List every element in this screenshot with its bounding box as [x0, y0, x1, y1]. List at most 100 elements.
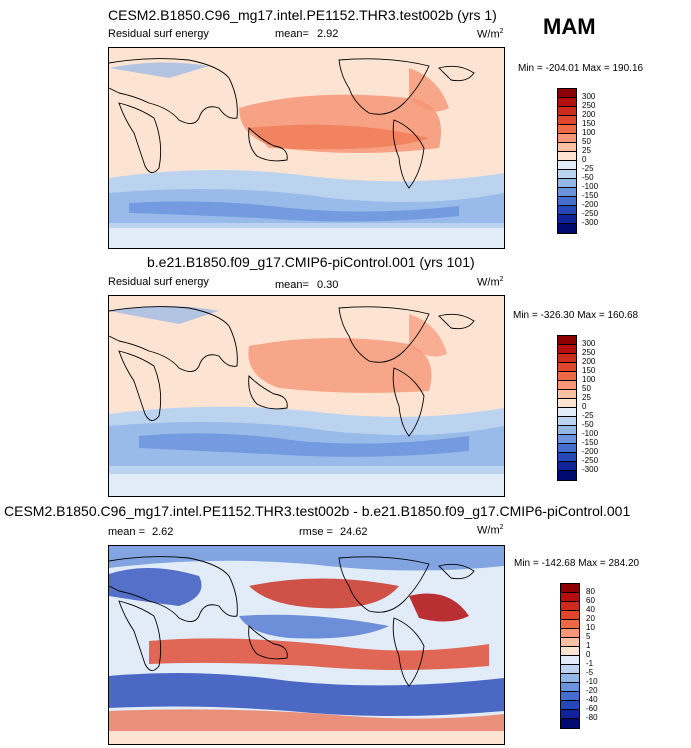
colorbar-swatch	[558, 363, 576, 372]
southern-ocean-coldest	[139, 433, 469, 457]
colorbar-swatch	[558, 143, 576, 152]
colorbar-swatch	[558, 215, 576, 224]
panel1-title: CESM2.B1850.C96_mg17.intel.PE1152.THR3.t…	[108, 7, 497, 23]
colorbar-swatch	[558, 98, 576, 107]
colorbar-swatch	[561, 638, 579, 647]
colorbar-swatch	[558, 89, 576, 98]
colorbar-label: 40	[586, 605, 595, 614]
colorbar-label: -5	[586, 668, 594, 677]
colorbar-label: -20	[586, 686, 598, 695]
panel3-mean-label: mean =	[108, 526, 145, 538]
colorbar-label: 100	[582, 375, 596, 384]
colorbar-swatch	[561, 683, 579, 692]
colorbar-swatch	[558, 336, 576, 345]
colorbar-label: -250	[582, 456, 599, 465]
colorbar-swatch	[558, 381, 576, 390]
colorbar-label: -25	[582, 411, 594, 420]
colorbar-swatch	[561, 602, 579, 611]
colorbar-label: -200	[582, 200, 599, 209]
colorbar-swatch	[558, 134, 576, 143]
pacific-warm-region	[248, 337, 432, 393]
colorbar-label: 200	[582, 110, 596, 119]
colorbar-swatch	[558, 399, 576, 408]
colorbar-label: 0	[582, 402, 587, 411]
colorbar-label: 1	[586, 641, 591, 650]
colorbar-swatch	[558, 206, 576, 215]
panel1-variable: Residual surf energy	[108, 28, 209, 40]
colorbar-swatch	[558, 417, 576, 426]
arctic-diff	[109, 546, 504, 571]
colorbar-swatch	[558, 107, 576, 116]
antarctic-strip	[109, 474, 504, 496]
colorbar-swatch	[558, 408, 576, 417]
colorbar-swatch	[558, 116, 576, 125]
colorbar-swatch	[558, 354, 576, 363]
colorbar-swatch	[561, 665, 579, 674]
colorbar-label: 60	[586, 596, 595, 605]
panel2-minmax: Min = -326.30 Max = 160.68	[513, 310, 639, 321]
colorbar-label: 0	[582, 155, 587, 164]
colorbar-swatch	[561, 620, 579, 629]
colorbar-label: 300	[582, 92, 596, 101]
coastlines	[109, 556, 475, 687]
antarctic-strip	[109, 228, 504, 248]
colorbar-swatch	[558, 188, 576, 197]
colorbar-swatch	[558, 390, 576, 399]
colorbar-swatch	[558, 152, 576, 161]
colorbar-swatch	[558, 179, 576, 188]
colorbar-swatch	[561, 647, 579, 656]
southern-ocean-coldest	[129, 201, 459, 222]
colorbar-label: -50	[582, 420, 594, 429]
colorbar-swatch	[558, 444, 576, 453]
colorbar-swatch	[558, 224, 576, 233]
southern-warm-band	[149, 638, 489, 670]
panel2-colorbar	[557, 335, 577, 481]
panel3-title: CESM2.B1850.C96_mg17.intel.PE1152.THR3.t…	[4, 503, 631, 519]
southern-cool-band	[109, 672, 504, 716]
colorbar-label: -150	[582, 191, 599, 200]
panel1-minmax: Min = -204.01 Max = 190.16	[518, 63, 644, 74]
colorbar-swatch	[561, 692, 579, 701]
colorbar-swatch	[561, 701, 579, 710]
colorbar-label: 250	[582, 348, 596, 357]
antarctic-warm-band	[109, 709, 504, 731]
panel3-rmse-label: rmse =	[299, 526, 333, 538]
north-atlantic-warm	[409, 68, 449, 112]
colorbar-swatch	[561, 629, 579, 638]
coastlines	[109, 58, 475, 189]
colorbar-swatch	[561, 656, 579, 665]
panel2-mean-value: 0.30	[317, 279, 339, 291]
colorbar-swatch	[558, 170, 576, 179]
colorbar-label: 25	[582, 146, 591, 155]
colorbar-swatch	[561, 710, 579, 719]
panel1-map	[108, 47, 505, 249]
colorbar-label: -50	[582, 173, 594, 182]
colorbar-label: 200	[582, 357, 596, 366]
panel3-colorbar	[560, 583, 580, 729]
colorbar-swatch	[561, 593, 579, 602]
colorbar-label: 150	[582, 366, 596, 375]
colorbar-label: 50	[582, 384, 591, 393]
colorbar-swatch	[561, 674, 579, 683]
colorbar-swatch	[558, 161, 576, 170]
panel3-rmse-value: 24.62	[340, 526, 368, 538]
panel2-variable: Residual surf energy	[108, 276, 209, 288]
colorbar-label: 250	[582, 101, 596, 110]
colorbar-label: -80	[586, 713, 598, 722]
colorbar-swatch	[558, 453, 576, 462]
panel2-title: b.e21.B1850.f09_g17.CMIP6-piControl.001 …	[147, 254, 475, 270]
colorbar-label: -40	[586, 695, 598, 704]
colorbar-swatch	[558, 462, 576, 471]
colorbar-label: 300	[582, 339, 596, 348]
equatorial-cool-diff	[239, 614, 389, 639]
colorbar-swatch	[561, 584, 579, 593]
pacific-warm-core	[249, 124, 429, 150]
panel3-minmax: Min = -142.68 Max = 284.20	[514, 558, 640, 569]
panel2-units: W/m2	[477, 276, 504, 289]
colorbar-label: -60	[586, 704, 598, 713]
colorbar-label: -250	[582, 209, 599, 218]
colorbar-label: -1	[586, 659, 594, 668]
colorbar-label: -150	[582, 438, 599, 447]
colorbar-swatch	[558, 426, 576, 435]
panel2-map	[108, 295, 505, 497]
